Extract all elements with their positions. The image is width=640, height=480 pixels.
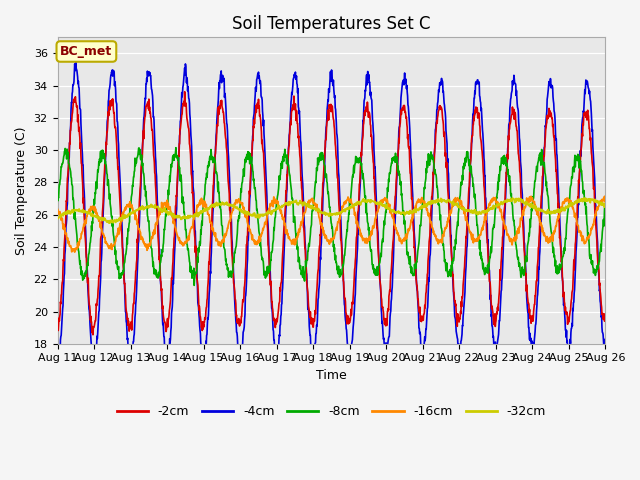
Title: Soil Temperatures Set C: Soil Temperatures Set C (232, 15, 431, 33)
Y-axis label: Soil Temperature (C): Soil Temperature (C) (15, 126, 28, 255)
Text: BC_met: BC_met (60, 45, 113, 58)
Legend: -2cm, -4cm, -8cm, -16cm, -32cm: -2cm, -4cm, -8cm, -16cm, -32cm (111, 400, 551, 423)
X-axis label: Time: Time (316, 369, 347, 382)
